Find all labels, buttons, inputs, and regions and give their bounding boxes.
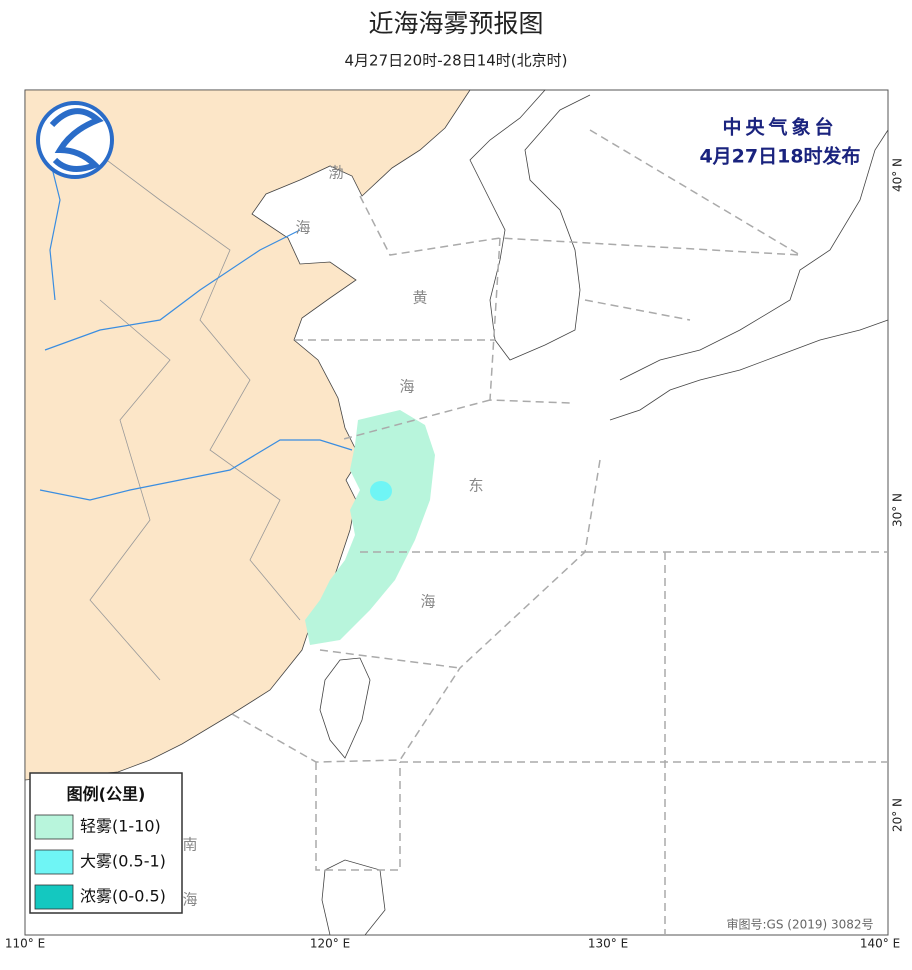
- legend-swatch: [34, 849, 74, 875]
- latitude-label: 40° N: [891, 158, 905, 192]
- province-borders: [79, 139, 301, 681]
- korea-coast: [469, 89, 591, 361]
- legend-label: 浓雾(0-0.5): [80, 887, 166, 906]
- subtitle: 4月27日20时-28日14时(北京时): [344, 52, 567, 70]
- latitude-label: 30° N: [891, 493, 905, 527]
- sea-label: 海: [182, 891, 197, 909]
- longitude-label: 120° E: [310, 937, 350, 951]
- legend-swatch: [34, 814, 74, 840]
- approval-number: 审图号:GS (2019) 3082号: [726, 917, 873, 932]
- mainland: [24, 89, 471, 781]
- title: 近海海雾预报图: [368, 9, 543, 38]
- legend-title: 图例(公里): [67, 785, 146, 804]
- legend: 图例(公里) 轻雾(1-10) 大雾(0.5-1) 浓雾(0-0.5): [29, 772, 183, 914]
- issue-time: 4月27日18时发布: [699, 145, 860, 168]
- japan-coast: [609, 129, 889, 421]
- issuer: 中央气象台: [722, 116, 837, 139]
- taiwan: [319, 657, 371, 759]
- sea-label: 渤: [328, 164, 343, 182]
- longitude-label: 110° E: [5, 937, 45, 951]
- heavy-fog: [370, 481, 392, 501]
- latitude-label: 20° N: [891, 798, 905, 832]
- longitude-label: 140° E: [860, 937, 900, 951]
- luzon: [321, 859, 386, 936]
- sea-area-boundaries: [231, 129, 888, 935]
- light-fog: [305, 410, 435, 645]
- fog-areas: [305, 410, 435, 645]
- logo-mark: [49, 108, 104, 172]
- sea-label: 东: [468, 477, 483, 495]
- legend-swatch: [34, 884, 74, 910]
- legend-label: 大雾(0.5-1): [80, 852, 166, 871]
- legend-label: 轻雾(1-10): [80, 817, 161, 836]
- longitude-label: 130° E: [588, 937, 628, 951]
- sea-label: 黄: [412, 289, 427, 307]
- sea-label: 海: [295, 219, 310, 237]
- rivers: [39, 159, 353, 501]
- sea-label: 海: [420, 593, 435, 611]
- sea-label: 海: [399, 378, 414, 396]
- graticule-labels: 110° E 120° E 130° E 140° E 40° N 30° N 20° N: [5, 158, 905, 951]
- sea-label: 南: [182, 836, 197, 854]
